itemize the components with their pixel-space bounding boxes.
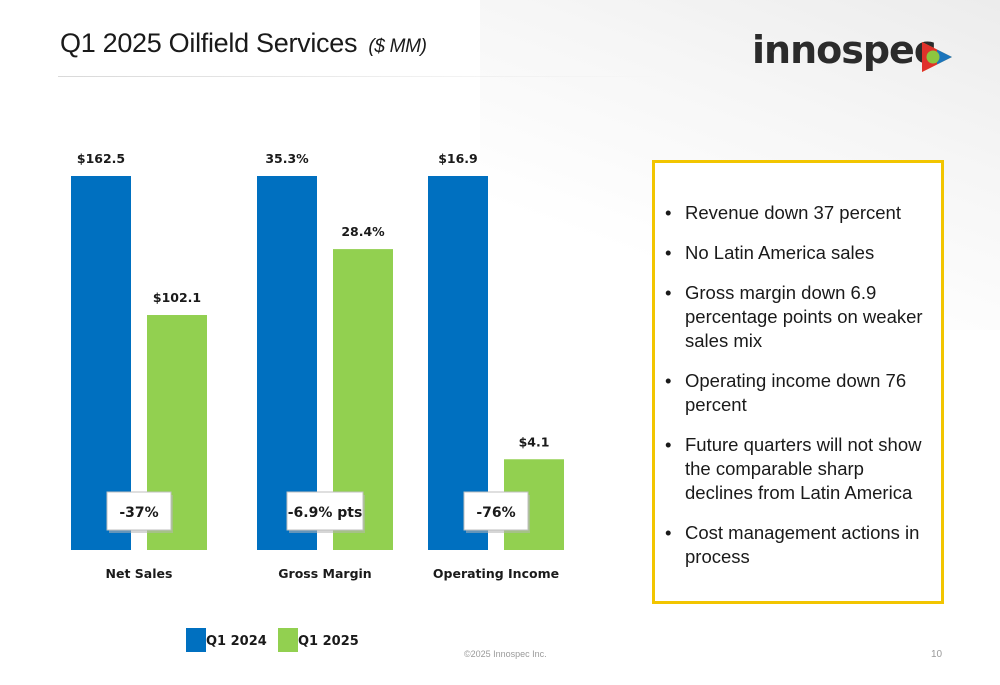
page-number: 10 [931,649,943,660]
change-label: -76% [476,505,515,521]
legend-swatch-q1-2025 [278,628,298,652]
data-label: $102.1 [153,290,201,305]
title-divider [58,76,658,77]
data-label: 35.3% [265,151,309,166]
logo-wordmark: innospec [752,28,936,72]
copyright-footer: ©2025 Innospec Inc. [464,649,547,659]
data-label: $16.9 [438,151,478,166]
data-label: 28.4% [341,224,385,239]
key-points-box: Revenue down 37 percent No Latin America … [652,160,944,604]
category-label: Operating Income [433,566,559,581]
bar-q1-2024-0 [71,176,131,550]
change-label: -6.9% pts [288,505,363,521]
innospec-logo: innospec [752,26,962,82]
bar-chart: $162.5 $102.1 -37% Net Sales 35.3% 28.4% -6.9%… [71,151,564,581]
key-point-item: Operating income down 76 percent [665,369,923,417]
bar-q1-2024-1 [257,176,317,550]
key-point-item: Cost management actions in process [665,521,923,569]
change-callout-box [463,491,529,531]
legend-label-q1-2025: Q1 2025 [298,634,359,649]
change-label: -37% [119,505,158,521]
change-callout-box [106,491,172,531]
category-label: Gross Margin [278,566,371,581]
key-point-item: Gross margin down 6.9 percentage points … [665,281,923,353]
bar-q1-2024-2 [428,176,488,550]
data-label: $162.5 [77,151,125,166]
legend-label-q1-2024: Q1 2024 [206,634,267,649]
key-point-item: Revenue down 37 percent [665,201,923,225]
slide-title: Q1 2025 Oilfield Services ($ MM) [60,28,427,59]
category-label: Net Sales [106,566,173,581]
logo-play-mark-icon [922,42,952,72]
slide-title-text: Q1 2025 Oilfield Services [60,28,358,58]
data-label: $4.1 [519,434,550,449]
key-points-list: Revenue down 37 percent No Latin America … [655,163,941,569]
key-point-item: Future quarters will not show the compar… [665,433,923,505]
change-callout-box [286,491,364,531]
key-point-item: No Latin America sales [665,241,923,265]
slide-title-unit: ($ MM) [368,36,427,57]
legend-swatch-q1-2024 [186,628,206,652]
